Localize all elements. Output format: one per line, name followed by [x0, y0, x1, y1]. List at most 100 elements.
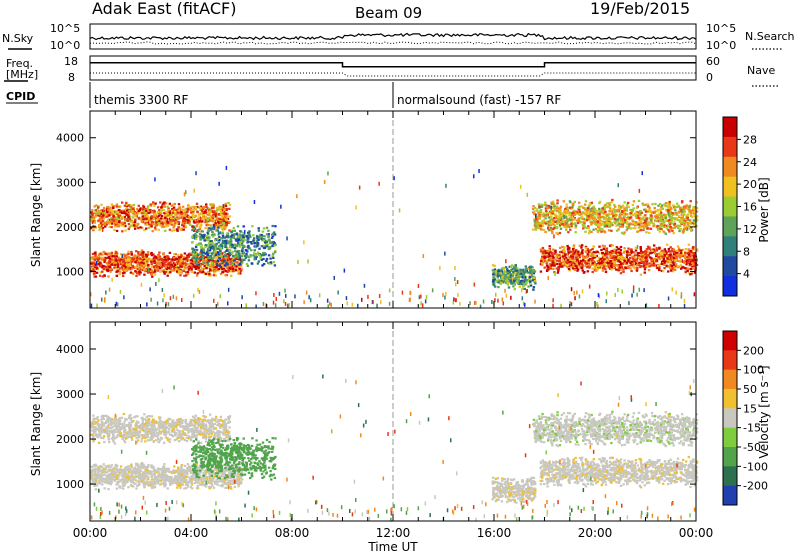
echo-cell: [215, 222, 217, 224]
echo-cell: [183, 275, 185, 277]
echo-cell: [640, 229, 642, 231]
echo-cell: [243, 239, 245, 241]
echo-cell: [113, 229, 115, 231]
echo-cell: [130, 251, 132, 253]
echo-cell: [183, 229, 185, 231]
echo-cell: [623, 216, 625, 218]
echo-cell: [118, 221, 120, 223]
echo-cell: [164, 217, 166, 219]
echo-cell: [619, 215, 621, 217]
echo-cell: [134, 270, 136, 272]
echo-cell: [103, 207, 105, 209]
echo-cell: [634, 213, 636, 215]
echo-cell: [187, 273, 189, 275]
echo-cell: [650, 257, 652, 259]
echo-cell: [623, 214, 625, 216]
echo-cell: [99, 275, 101, 277]
echo-cell: [203, 262, 205, 264]
nsearch-tick-high: 10^5: [706, 22, 736, 35]
echo-cell: [510, 273, 512, 275]
echo-cell: [206, 251, 208, 253]
echo-cell: [578, 206, 580, 208]
echo-cell: [199, 226, 201, 228]
echo-cell: [652, 225, 654, 227]
echo-cell: [215, 243, 217, 245]
echo-cell: [154, 273, 156, 275]
echo-cell: [211, 227, 213, 229]
echo-cell: [498, 270, 500, 272]
echo-cell: [144, 260, 146, 262]
echo-cell: [159, 211, 161, 213]
echo-cell: [231, 246, 233, 248]
echo-cell: [266, 258, 268, 260]
echo-cell: [624, 219, 626, 221]
echo-cell: [171, 222, 173, 224]
echo-cell: [204, 211, 206, 213]
echo-cell: [189, 264, 191, 266]
echo-cell: [623, 247, 625, 249]
echo-cell: [555, 232, 557, 234]
echo-cell: [173, 223, 175, 225]
echo-cell: [252, 234, 254, 236]
echo-cell: [211, 262, 213, 264]
echo-cell: [560, 228, 562, 230]
echo-cell: [188, 269, 190, 271]
echo-cell: [654, 203, 656, 205]
echo-cell: [174, 264, 176, 266]
echo-cell: [154, 203, 156, 205]
echo-cell: [650, 228, 652, 230]
echo-cell: [274, 264, 276, 266]
echo-cell: [126, 218, 128, 220]
echo-cell: [243, 225, 245, 227]
echo-cell: [565, 210, 567, 212]
echo-cell: [513, 280, 515, 282]
echo-cell: [155, 222, 157, 224]
echo-cell: [178, 256, 180, 258]
echo-cell: [102, 214, 104, 216]
echo-cell: [578, 262, 580, 264]
echo-cell: [654, 211, 656, 213]
echo-cell: [97, 220, 99, 222]
echo-cell: [192, 215, 194, 217]
echo-cell: [609, 260, 611, 262]
echo-cell: [171, 259, 173, 261]
echo-cell: [615, 269, 617, 271]
echo-cell: [584, 231, 586, 233]
echo-cell: [116, 230, 118, 232]
echo-cell: [201, 234, 203, 236]
echo-cell: [205, 273, 207, 275]
echo-cell: [261, 254, 263, 256]
echo-cell: [183, 268, 185, 270]
echo-cell: [687, 217, 689, 219]
echo-cell: [145, 228, 147, 230]
echo-cell: [193, 220, 195, 222]
echo-cell: [687, 219, 689, 221]
echo-cell: [645, 211, 647, 213]
echo-cell: [640, 246, 642, 248]
echo-cell: [108, 209, 110, 211]
echo-cell: [130, 272, 132, 274]
echo-cell: [167, 256, 169, 258]
echo-cell: [594, 221, 596, 223]
echo-cell: [188, 206, 190, 208]
echo-cell: [556, 227, 558, 229]
echo-cell: [560, 206, 562, 208]
echo-cell: [504, 274, 506, 276]
echo-cell: [640, 261, 642, 263]
echo-cell: [195, 244, 197, 246]
echo-cell: [663, 258, 665, 260]
echo-cell: [152, 223, 154, 225]
echo-cell: [124, 219, 126, 221]
echo-cell: [119, 260, 121, 262]
echo-cell: [198, 264, 200, 266]
echo-cell: [158, 220, 160, 222]
echo-cell: [627, 202, 629, 204]
echo-cell: [208, 244, 210, 246]
echo-cell: [117, 211, 119, 213]
echo-cell: [529, 280, 531, 282]
echo-cell: [676, 203, 678, 205]
echo-cell: [645, 218, 647, 220]
echo-cell: [233, 227, 235, 229]
echo-cell: [197, 272, 199, 274]
